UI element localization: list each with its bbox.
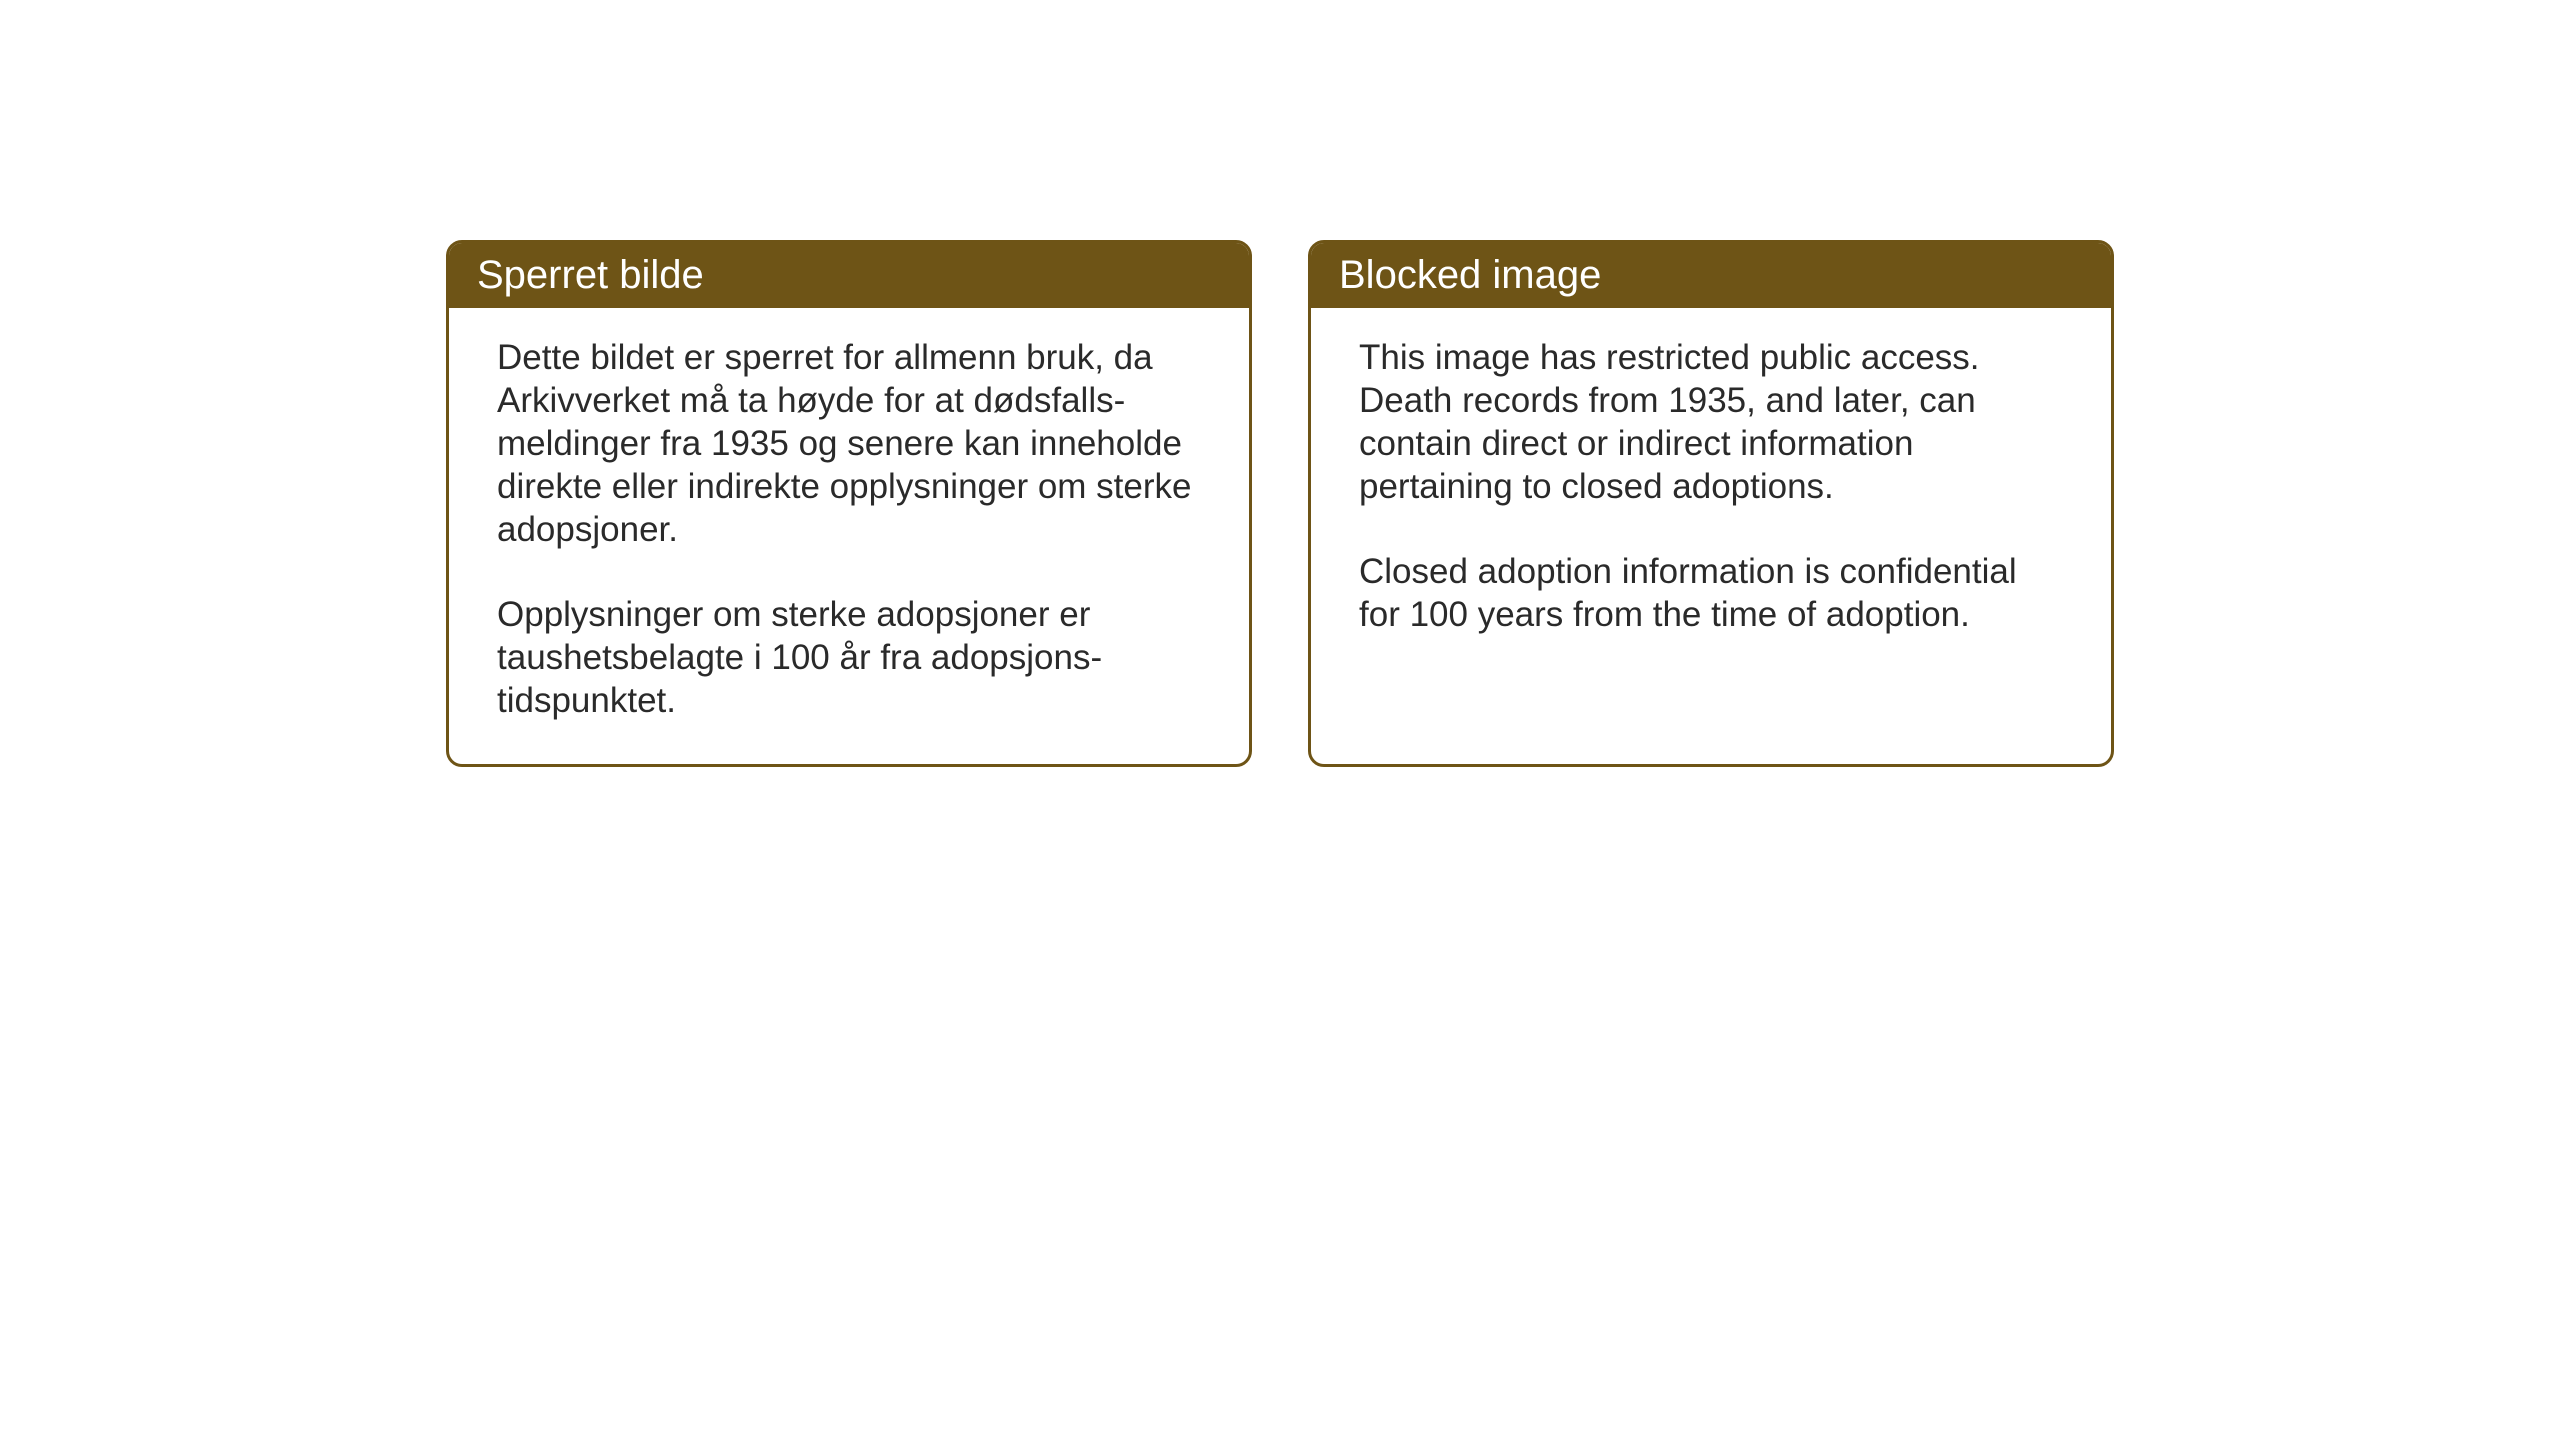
english-paragraph-1: This image has restricted public access.… bbox=[1359, 336, 2063, 508]
norwegian-paragraph-1: Dette bildet er sperret for allmenn bruk… bbox=[497, 336, 1201, 551]
norwegian-card-header: Sperret bilde bbox=[449, 243, 1249, 308]
norwegian-card-title: Sperret bilde bbox=[477, 253, 704, 297]
english-card-header: Blocked image bbox=[1311, 243, 2111, 308]
norwegian-card-body: Dette bildet er sperret for allmenn bruk… bbox=[449, 308, 1249, 764]
norwegian-notice-card: Sperret bilde Dette bildet er sperret fo… bbox=[446, 240, 1252, 767]
english-card-body: This image has restricted public access.… bbox=[1311, 308, 2111, 748]
english-paragraph-2: Closed adoption information is confident… bbox=[1359, 550, 2063, 636]
english-card-title: Blocked image bbox=[1339, 253, 1601, 297]
notice-cards-container: Sperret bilde Dette bildet er sperret fo… bbox=[446, 240, 2114, 767]
english-notice-card: Blocked image This image has restricted … bbox=[1308, 240, 2114, 767]
norwegian-paragraph-2: Opplysninger om sterke adopsjoner er tau… bbox=[497, 593, 1201, 722]
